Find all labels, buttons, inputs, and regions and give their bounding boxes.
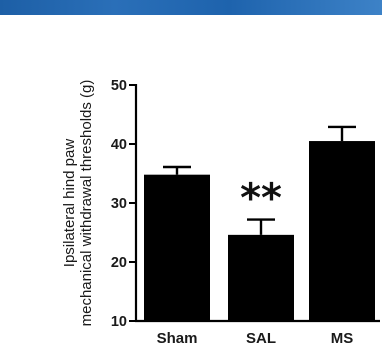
y-tick-label: 40 — [111, 137, 127, 153]
x-category-label: SAL — [246, 330, 276, 347]
y-ticks: 10 20 30 40 50 — [111, 78, 136, 330]
y-tick-label: 20 — [111, 255, 127, 271]
bar-sham — [144, 174, 210, 321]
x-category-labels: Sham SAL MS — [157, 330, 354, 347]
x-category-label: Sham — [157, 330, 198, 347]
annotations: ** — [240, 176, 282, 222]
y-tick-label: 30 — [111, 196, 127, 212]
y-tick-label: 10 — [111, 314, 127, 330]
error-bars — [163, 125, 356, 235]
y-axis-label: Ipsilateral hind paw mechanical withdrawa… — [61, 80, 95, 327]
bars — [144, 141, 375, 321]
y-tick-label: 50 — [111, 78, 127, 94]
y-axis-label-line: Ipsilateral hind paw — [61, 139, 78, 268]
x-category-label: MS — [331, 330, 354, 347]
bar-ms — [309, 141, 375, 321]
y-axis-label-line: mechanical withdrawal thresholds (g) — [78, 80, 95, 327]
top-color-band — [0, 0, 382, 15]
significance-marker: ** — [240, 176, 282, 222]
bar-sal — [228, 234, 294, 321]
